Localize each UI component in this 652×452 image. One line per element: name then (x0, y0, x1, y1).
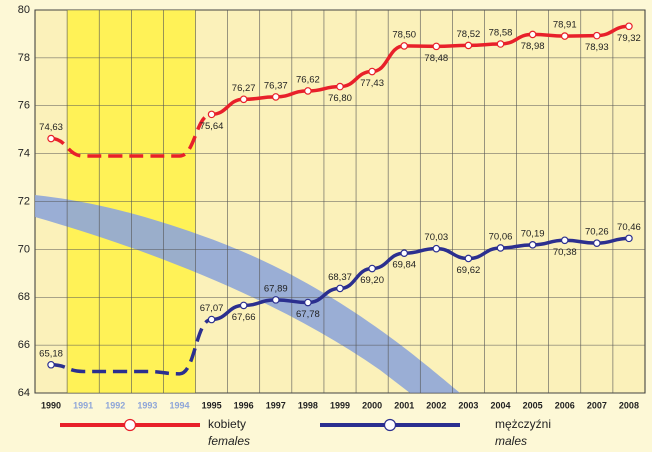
data-label: 74,63 (39, 122, 63, 133)
data-label: 70,06 (489, 231, 513, 242)
data-label: 78,52 (457, 29, 481, 40)
x-tick-label: 2003 (458, 400, 478, 410)
data-point (400, 42, 409, 50)
data-point (47, 360, 55, 369)
data-point (560, 236, 569, 245)
data-label: 78,98 (521, 41, 545, 52)
series-line-dashed (51, 317, 213, 376)
data-label: 70,19 (521, 228, 545, 239)
data-point (304, 298, 312, 307)
x-tick-label: 2005 (523, 400, 543, 410)
x-tick-label: 1995 (202, 400, 222, 410)
x-tick-label: 2004 (491, 400, 511, 410)
data-point (432, 42, 441, 51)
data-point (271, 296, 280, 304)
legend-marker (123, 418, 137, 432)
x-tick-label: 2000 (362, 400, 382, 410)
data-point (336, 82, 344, 91)
data-point (625, 234, 633, 243)
data-label: 69,62 (457, 265, 481, 276)
x-tick-label: 1993 (137, 400, 157, 410)
y-tick-label: 72 (18, 195, 30, 207)
data-point (207, 110, 216, 119)
x-tick-label: 1997 (266, 400, 286, 410)
x-tick-label: 1994 (169, 400, 189, 410)
data-label: 78,50 (392, 29, 416, 40)
data-point (432, 244, 441, 253)
y-tick-label: 76 (18, 100, 30, 112)
data-point (464, 41, 473, 50)
legend-label-en: females (208, 434, 250, 448)
y-tick-label: 66 (18, 339, 30, 351)
y-tick-label: 70 (18, 243, 30, 255)
data-point (496, 244, 505, 252)
data-label: 76,37 (264, 80, 288, 91)
y-tick-label: 64 (18, 387, 30, 399)
data-point (496, 40, 505, 48)
data-label: 76,27 (232, 83, 256, 94)
y-tick-label: 78 (18, 52, 30, 64)
data-label: 67,78 (296, 309, 320, 320)
y-tick-label: 68 (18, 291, 30, 303)
x-tick-label: 2001 (394, 400, 414, 410)
data-point (239, 301, 248, 310)
x-tick-label: 2006 (555, 400, 575, 410)
data-label: 76,62 (296, 74, 320, 85)
x-tick-label: 2008 (619, 400, 639, 410)
data-label: 78,58 (489, 28, 513, 39)
data-label: 69,84 (392, 260, 416, 271)
legend-label: mężczyźni (495, 417, 551, 431)
data-label: 70,46 (617, 222, 641, 233)
data-label: 70,03 (424, 232, 448, 243)
data-point (593, 31, 601, 40)
x-tick-label: 1998 (298, 400, 318, 410)
data-label: 67,89 (264, 283, 288, 294)
decoration-band (35, 195, 460, 393)
data-point (528, 30, 537, 39)
x-tick-label: 2002 (426, 400, 446, 410)
x-tick-label: 1992 (105, 400, 125, 410)
data-point (239, 95, 248, 104)
x-tick-label: 1999 (330, 400, 350, 410)
data-label: 78,48 (424, 53, 448, 64)
legend-label: kobiety (208, 417, 246, 431)
data-label: 70,26 (585, 227, 609, 238)
data-point (368, 67, 376, 76)
data-label: 69,20 (360, 275, 384, 286)
data-point (207, 315, 216, 324)
data-point (464, 254, 473, 263)
data-label: 77,43 (360, 78, 384, 89)
series-line-dashed (50, 112, 213, 158)
data-point (400, 249, 409, 258)
data-point (593, 239, 601, 247)
data-label: 70,38 (553, 247, 577, 258)
data-point (368, 264, 376, 273)
data-label: 78,91 (553, 20, 577, 31)
data-label: 67,66 (232, 312, 256, 323)
data-label: 67,07 (200, 303, 224, 314)
legend-marker (383, 418, 397, 432)
data-label: 65,18 (39, 348, 63, 359)
data-point (625, 22, 633, 31)
data-label: 79,32 (617, 33, 641, 44)
data-point (528, 241, 537, 249)
legend-label-en: males (495, 434, 527, 448)
data-point (304, 87, 312, 95)
data-point (271, 93, 280, 101)
data-label: 78,93 (585, 42, 609, 53)
x-tick-label: 1990 (41, 400, 61, 410)
data-label: 75,64 (200, 121, 224, 132)
data-label: 68,37 (328, 272, 352, 283)
x-tick-label: 1996 (234, 400, 254, 410)
data-point (336, 284, 344, 293)
data-point (560, 32, 569, 40)
y-tick-label: 74 (18, 148, 30, 160)
y-tick-label: 80 (18, 4, 30, 16)
x-tick-label: 1991 (73, 400, 93, 410)
data-label: 76,80 (328, 93, 352, 104)
data-point (47, 134, 55, 143)
x-tick-label: 2007 (587, 400, 607, 410)
